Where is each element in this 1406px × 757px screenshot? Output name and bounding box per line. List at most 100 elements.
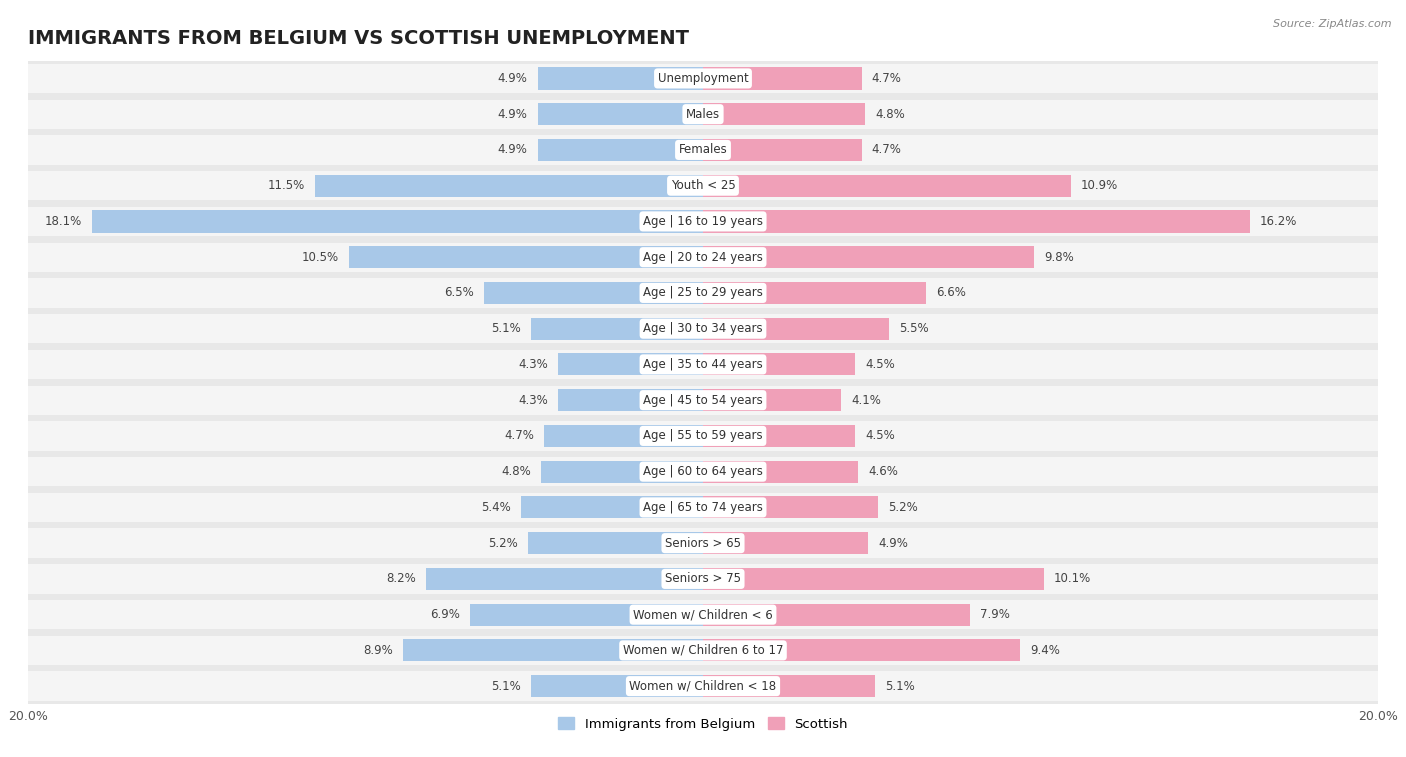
Bar — [703, 139, 862, 161]
Text: 6.5%: 6.5% — [444, 286, 474, 300]
Bar — [28, 490, 1378, 525]
Text: 4.9%: 4.9% — [879, 537, 908, 550]
Bar — [527, 532, 703, 554]
Bar — [28, 453, 1378, 490]
Bar — [28, 168, 1378, 204]
Bar — [28, 171, 1378, 201]
Text: 4.8%: 4.8% — [501, 465, 531, 478]
Bar — [28, 347, 1378, 382]
Bar — [28, 242, 1378, 272]
Text: 5.5%: 5.5% — [898, 322, 928, 335]
Bar — [426, 568, 703, 590]
Text: Women w/ Children 6 to 17: Women w/ Children 6 to 17 — [623, 644, 783, 657]
Text: Age | 60 to 64 years: Age | 60 to 64 years — [643, 465, 763, 478]
Bar — [28, 204, 1378, 239]
Bar — [28, 132, 1378, 168]
Text: Age | 30 to 34 years: Age | 30 to 34 years — [643, 322, 763, 335]
Bar — [28, 385, 1378, 415]
Bar — [703, 497, 879, 519]
Text: 5.2%: 5.2% — [488, 537, 517, 550]
Bar — [703, 318, 889, 340]
Bar — [28, 597, 1378, 633]
Text: Age | 20 to 24 years: Age | 20 to 24 years — [643, 251, 763, 263]
Text: Women w/ Children < 6: Women w/ Children < 6 — [633, 608, 773, 621]
Text: 4.5%: 4.5% — [865, 429, 894, 442]
Bar — [484, 282, 703, 304]
Bar — [703, 603, 970, 626]
Bar — [703, 675, 875, 697]
Text: 4.3%: 4.3% — [517, 394, 548, 407]
Text: 7.9%: 7.9% — [980, 608, 1010, 621]
Bar — [537, 139, 703, 161]
Bar — [470, 603, 703, 626]
Bar — [28, 279, 1378, 307]
Bar — [544, 425, 703, 447]
Bar — [315, 175, 703, 197]
Text: 10.1%: 10.1% — [1054, 572, 1091, 585]
Text: Seniors > 75: Seniors > 75 — [665, 572, 741, 585]
Text: Unemployment: Unemployment — [658, 72, 748, 85]
Bar — [28, 671, 1378, 701]
Text: IMMIGRANTS FROM BELGIUM VS SCOTTISH UNEMPLOYMENT: IMMIGRANTS FROM BELGIUM VS SCOTTISH UNEM… — [28, 29, 689, 48]
Bar — [28, 636, 1378, 665]
Bar — [28, 493, 1378, 522]
Bar — [28, 528, 1378, 558]
Bar — [558, 354, 703, 375]
Bar — [28, 525, 1378, 561]
Bar — [703, 282, 925, 304]
Text: Youth < 25: Youth < 25 — [671, 179, 735, 192]
Bar — [703, 425, 855, 447]
Bar — [28, 561, 1378, 597]
Bar — [703, 460, 858, 483]
Text: Source: ZipAtlas.com: Source: ZipAtlas.com — [1274, 19, 1392, 29]
Text: 5.4%: 5.4% — [481, 501, 510, 514]
Text: Age | 45 to 54 years: Age | 45 to 54 years — [643, 394, 763, 407]
Bar — [531, 318, 703, 340]
Bar — [349, 246, 703, 268]
Bar — [93, 210, 703, 232]
Text: 5.1%: 5.1% — [491, 680, 520, 693]
Bar — [703, 389, 841, 411]
Text: Females: Females — [679, 143, 727, 157]
Text: 10.9%: 10.9% — [1081, 179, 1118, 192]
Bar — [537, 67, 703, 89]
Bar — [28, 350, 1378, 379]
Bar — [703, 532, 869, 554]
Text: Age | 25 to 29 years: Age | 25 to 29 years — [643, 286, 763, 300]
Bar — [28, 136, 1378, 164]
Text: 9.4%: 9.4% — [1031, 644, 1060, 657]
Bar — [520, 497, 703, 519]
Text: 4.7%: 4.7% — [505, 429, 534, 442]
Text: Women w/ Children < 18: Women w/ Children < 18 — [630, 680, 776, 693]
Bar — [703, 210, 1250, 232]
Bar — [541, 460, 703, 483]
Bar — [558, 389, 703, 411]
Bar — [703, 354, 855, 375]
Bar — [402, 640, 703, 662]
Bar — [28, 382, 1378, 418]
Text: 6.6%: 6.6% — [936, 286, 966, 300]
Text: 4.6%: 4.6% — [869, 465, 898, 478]
Bar — [703, 640, 1021, 662]
Text: 5.1%: 5.1% — [491, 322, 520, 335]
Text: 4.7%: 4.7% — [872, 72, 901, 85]
Bar — [28, 64, 1378, 93]
Text: 5.2%: 5.2% — [889, 501, 918, 514]
Text: 11.5%: 11.5% — [267, 179, 305, 192]
Text: 4.9%: 4.9% — [498, 143, 527, 157]
Text: 4.8%: 4.8% — [875, 107, 905, 120]
Text: 4.1%: 4.1% — [852, 394, 882, 407]
Text: Seniors > 65: Seniors > 65 — [665, 537, 741, 550]
Bar — [28, 633, 1378, 668]
Text: 9.8%: 9.8% — [1043, 251, 1074, 263]
Bar — [28, 314, 1378, 344]
Text: 5.1%: 5.1% — [886, 680, 915, 693]
Bar — [28, 96, 1378, 132]
Text: 18.1%: 18.1% — [45, 215, 82, 228]
Text: 16.2%: 16.2% — [1260, 215, 1298, 228]
Bar — [28, 418, 1378, 453]
Text: Age | 35 to 44 years: Age | 35 to 44 years — [643, 358, 763, 371]
Text: Age | 65 to 74 years: Age | 65 to 74 years — [643, 501, 763, 514]
Text: 8.2%: 8.2% — [387, 572, 416, 585]
Text: 4.5%: 4.5% — [865, 358, 894, 371]
